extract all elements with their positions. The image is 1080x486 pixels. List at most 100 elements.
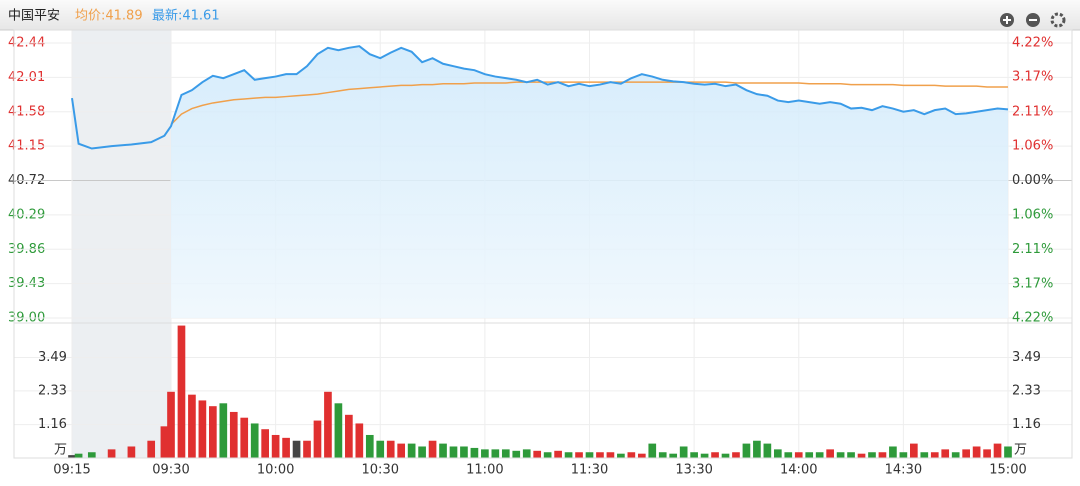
volume-bar bbox=[87, 452, 96, 458]
x-tick-label: 09:15 bbox=[53, 463, 90, 478]
volume-bar bbox=[983, 449, 991, 458]
volume-tick-label: 1.16 bbox=[38, 417, 67, 432]
volume-bar bbox=[449, 446, 458, 458]
volume-bar bbox=[292, 440, 301, 458]
volume-bar bbox=[930, 452, 939, 458]
volume-bar bbox=[533, 450, 542, 458]
volume-bar bbox=[68, 455, 76, 458]
volume-bar bbox=[107, 449, 116, 458]
y2-tick-label: 2.11% bbox=[1012, 104, 1053, 119]
y2-tick-label: 1.06% bbox=[1012, 138, 1053, 153]
volume-bar bbox=[397, 443, 406, 458]
volume-bar bbox=[177, 325, 186, 458]
y2-tick-label: 3.17% bbox=[1012, 276, 1053, 291]
x-tick-label: 15:00 bbox=[989, 463, 1026, 478]
volume-unit-right: 万 bbox=[1014, 443, 1027, 458]
volume-bar bbox=[271, 434, 280, 458]
x-tick-label: 10:00 bbox=[257, 463, 294, 478]
x-tick-label: 13:30 bbox=[675, 463, 712, 478]
volume-bar bbox=[250, 423, 259, 458]
x-tick-label: 11:00 bbox=[466, 463, 503, 478]
volume-bar bbox=[303, 440, 311, 458]
volume-bar bbox=[836, 452, 845, 458]
volume-bar bbox=[160, 426, 169, 458]
volume-bar bbox=[627, 452, 636, 458]
volume-bar bbox=[501, 449, 510, 458]
volume-bar bbox=[127, 446, 136, 458]
frame bbox=[13, 29, 1073, 459]
volume-bar bbox=[721, 453, 730, 458]
volume-bar bbox=[229, 411, 238, 458]
volume-bar bbox=[470, 447, 479, 458]
price-line bbox=[71, 45, 1009, 150]
volume-bar bbox=[345, 414, 353, 458]
volume-bar bbox=[658, 452, 667, 458]
volume-bar bbox=[1004, 446, 1012, 458]
average-line bbox=[170, 81, 1008, 126]
volume-bar bbox=[784, 452, 793, 458]
volume-bar bbox=[209, 406, 217, 458]
volume-bar bbox=[868, 452, 876, 458]
volume-bar bbox=[637, 453, 646, 458]
volume-bar bbox=[794, 452, 803, 458]
legend-avg: 均价:41.89 bbox=[75, 9, 143, 24]
volume-bar bbox=[753, 440, 761, 458]
settings[interactable] bbox=[1050, 12, 1066, 28]
zoom-in-icon bbox=[1003, 16, 1011, 24]
volume-bar bbox=[763, 443, 772, 458]
volume-bar bbox=[386, 440, 395, 458]
volume-bar bbox=[167, 391, 175, 458]
x-tick-label: 10:30 bbox=[362, 463, 399, 478]
y2-tick-label: 1.06% bbox=[1012, 208, 1053, 223]
volume-bar bbox=[355, 423, 364, 458]
volume-bar bbox=[962, 449, 970, 458]
volume-bar bbox=[324, 391, 332, 458]
volume-bar bbox=[491, 449, 500, 458]
volume-bar bbox=[596, 452, 604, 458]
volume-bar bbox=[648, 443, 657, 458]
volume-bar bbox=[240, 417, 249, 458]
volume-bar bbox=[920, 452, 929, 458]
chart-title: 中国平安 bbox=[8, 9, 60, 24]
legend-last: 最新:41.61 bbox=[152, 8, 220, 24]
volume-bar bbox=[376, 440, 385, 458]
volume-bar bbox=[313, 420, 322, 458]
volume-bar bbox=[418, 446, 426, 458]
y2-tick-label: 4.22% bbox=[1012, 36, 1053, 51]
volume-bar bbox=[460, 446, 468, 458]
volume-bar bbox=[512, 450, 521, 458]
price-area bbox=[171, 46, 1008, 319]
volume-tick-label-right: 1.16 bbox=[1012, 417, 1041, 432]
volume-bar bbox=[481, 449, 489, 458]
volume-bar bbox=[606, 452, 615, 458]
volume-bar bbox=[282, 437, 290, 458]
volume-unit: 万 bbox=[54, 443, 67, 458]
header-bar bbox=[0, 0, 1080, 30]
volume-bar bbox=[261, 429, 269, 458]
volume-bar bbox=[554, 450, 562, 458]
volume-bar bbox=[742, 443, 751, 458]
volume-tick-label-right: 2.33 bbox=[1012, 383, 1041, 398]
volume-bar bbox=[826, 449, 834, 458]
volume-bar bbox=[564, 452, 573, 458]
y2-tick-label: 3.17% bbox=[1012, 70, 1053, 85]
y2-tick-label: 2.11% bbox=[1012, 242, 1053, 257]
volume-bar bbox=[147, 440, 156, 458]
volume-bar bbox=[585, 452, 594, 458]
volume-bar bbox=[188, 394, 196, 458]
volume-bar bbox=[805, 452, 814, 458]
volume-bar bbox=[899, 452, 908, 458]
volume-bar bbox=[365, 434, 374, 458]
x-tick-label: 14:00 bbox=[780, 463, 817, 478]
toolbar bbox=[1000, 12, 1066, 28]
volume-tick-label: 3.49 bbox=[38, 350, 67, 365]
volume-bar bbox=[951, 452, 960, 458]
volume-bar bbox=[972, 446, 981, 458]
volume-bar bbox=[334, 403, 343, 458]
volume-bar bbox=[773, 449, 782, 458]
premarket-shade bbox=[72, 30, 171, 458]
volume-bar bbox=[878, 452, 887, 458]
x-tick-label: 14:30 bbox=[885, 463, 922, 478]
volume-bar bbox=[522, 449, 531, 458]
